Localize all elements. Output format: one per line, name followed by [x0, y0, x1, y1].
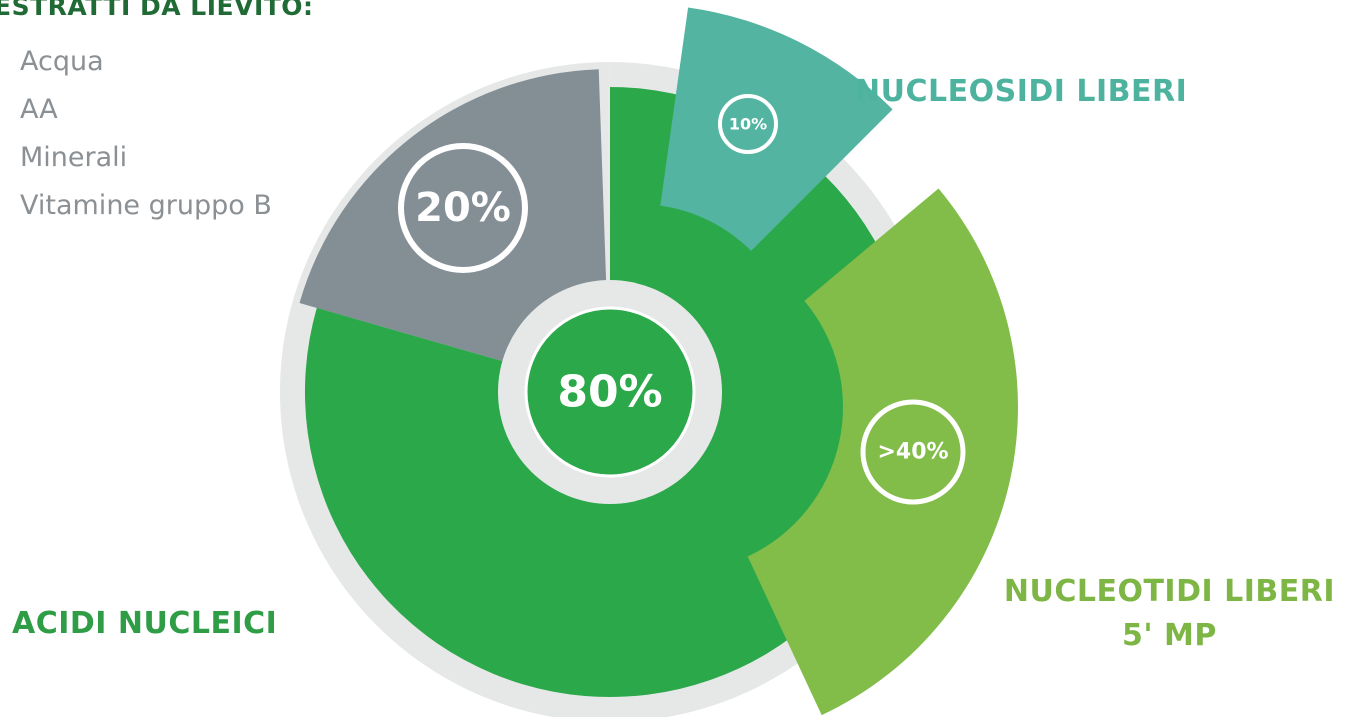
center-badge	[524, 306, 696, 478]
label-other-value: 20%	[415, 185, 511, 231]
component-list: Acqua AA Minerali Vitamine gruppo B	[20, 38, 272, 230]
component-item: Acqua	[20, 46, 104, 77]
label-nucleotidi-line1: NUCLEOTIDI LIBERI	[1003, 574, 1335, 609]
component-item: Vitamine gruppo B	[20, 190, 272, 221]
slice-nucleotidi	[747, 188, 1018, 716]
chart-title: ESTRATTI DA LIEVITO:	[0, 0, 314, 21]
label-nucleosidi: NUCLEOSIDI LIBERI	[855, 74, 1188, 109]
component-item: Minerali	[20, 142, 128, 173]
label-nucleotidi-value: >40%	[877, 440, 948, 465]
label-nucleotidi: NUCLEOTIDI LIBERI 5' MP	[1004, 570, 1335, 658]
label-nucleotidi-line2: 5' MP	[1122, 618, 1217, 653]
center-label: 80%	[557, 367, 662, 418]
badge-ring-nucleosidi	[718, 94, 778, 154]
label-acidi-nucleici: ACIDI NUCLEICI	[12, 606, 278, 641]
badge-ring-nucleotidi	[860, 399, 966, 505]
badge-ring-other	[398, 143, 528, 273]
label-nucleosidi-value: 10%	[729, 115, 767, 134]
component-item: AA	[20, 94, 58, 125]
